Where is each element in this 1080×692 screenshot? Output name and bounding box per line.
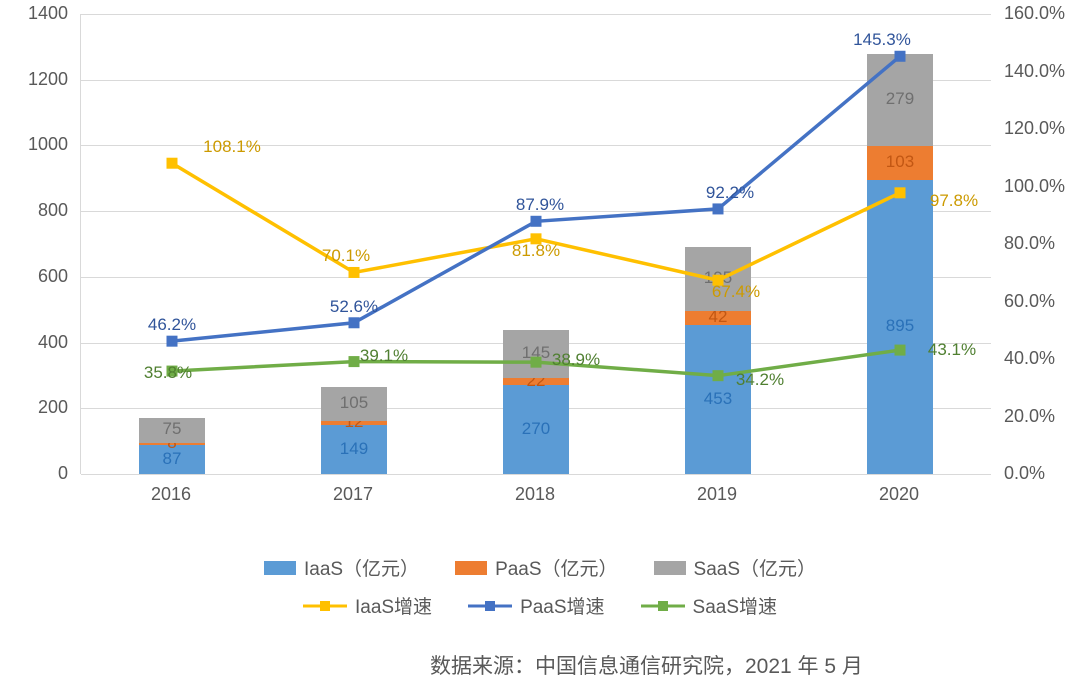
line-value-label: 43.1% xyxy=(928,340,976,360)
chart-container: 8787514912105270221454534219589510327910… xyxy=(0,0,1080,692)
marker-iaas_g xyxy=(895,187,906,198)
legend-line-swatch xyxy=(303,599,347,613)
legend-row-lines: IaaS增速 PaaS增速 SaaS增速 xyxy=(0,592,1080,619)
line-value-label: 97.8% xyxy=(930,191,978,211)
line-value-label: 38.9% xyxy=(552,350,600,370)
legend-swatch xyxy=(264,561,296,575)
y-left-tick: 400 xyxy=(38,332,68,353)
line-value-label: 46.2% xyxy=(148,315,196,335)
marker-iaas_g xyxy=(167,158,178,169)
gridline xyxy=(81,474,991,475)
marker-iaas_g xyxy=(349,267,360,278)
marker-paas_g xyxy=(713,203,724,214)
legend-label: IaaS增速 xyxy=(355,592,432,619)
legend-item-paas: PaaS（亿元） xyxy=(455,554,617,581)
y-left-tick: 200 xyxy=(38,397,68,418)
legend-item-paas_g: PaaS增速 xyxy=(468,592,604,619)
x-tick: 2017 xyxy=(333,484,373,505)
x-tick: 2016 xyxy=(151,484,191,505)
legend-item-iaas_g: IaaS增速 xyxy=(303,592,432,619)
line-value-label: 35.8% xyxy=(144,363,192,383)
data-source: 数据来源：中国信息通信研究院，2021 年 5 月 xyxy=(430,650,863,680)
x-tick: 2020 xyxy=(879,484,919,505)
legend-label: PaaS增速 xyxy=(520,592,604,619)
legend-label: SaaS（亿元） xyxy=(694,554,816,581)
marker-paas_g xyxy=(349,317,360,328)
legend-swatch xyxy=(455,561,487,575)
x-tick: 2019 xyxy=(697,484,737,505)
y-left-tick: 0 xyxy=(58,463,68,484)
y-right-tick: 140.0% xyxy=(1004,61,1065,82)
line-value-label: 87.9% xyxy=(516,195,564,215)
legend-line-swatch xyxy=(468,599,512,613)
legend-item-saas_g: SaaS增速 xyxy=(641,592,777,619)
y-right-tick: 20.0% xyxy=(1004,406,1055,427)
y-right-tick: 60.0% xyxy=(1004,291,1055,312)
legend-row-bars: IaaS（亿元） PaaS（亿元） SaaS（亿元） xyxy=(0,554,1080,581)
legend-item-saas: SaaS（亿元） xyxy=(654,554,816,581)
y-left-tick: 800 xyxy=(38,200,68,221)
marker-saas_g xyxy=(349,356,360,367)
y-left-tick: 1000 xyxy=(28,134,68,155)
line-value-label: 81.8% xyxy=(512,241,560,261)
y-right-tick: 100.0% xyxy=(1004,176,1065,197)
marker-saas_g xyxy=(713,370,724,381)
line-value-label: 92.2% xyxy=(706,183,754,203)
y-right-tick: 0.0% xyxy=(1004,463,1045,484)
y-right-tick: 120.0% xyxy=(1004,118,1065,139)
line-value-label: 108.1% xyxy=(203,137,261,157)
line-value-label: 67.4% xyxy=(712,282,760,302)
line-value-label: 52.6% xyxy=(330,297,378,317)
legend-label: IaaS（亿元） xyxy=(304,554,419,581)
plot-area: 8787514912105270221454534219589510327910… xyxy=(80,14,991,474)
y-left-tick: 600 xyxy=(38,266,68,287)
y-left-tick: 1400 xyxy=(28,3,68,24)
y-left-tick: 1200 xyxy=(28,69,68,90)
line-value-label: 39.1% xyxy=(360,346,408,366)
marker-saas_g xyxy=(531,357,542,368)
line-value-label: 34.2% xyxy=(736,370,784,390)
marker-paas_g xyxy=(895,51,906,62)
x-tick: 2018 xyxy=(515,484,555,505)
legend-item-iaas: IaaS（亿元） xyxy=(264,554,419,581)
marker-paas_g xyxy=(167,336,178,347)
marker-saas_g xyxy=(895,345,906,356)
line-value-label: 70.1% xyxy=(322,246,370,266)
legend-label: PaaS（亿元） xyxy=(495,554,617,581)
y-right-tick: 80.0% xyxy=(1004,233,1055,254)
marker-paas_g xyxy=(531,216,542,227)
y-right-tick: 160.0% xyxy=(1004,3,1065,24)
y-right-tick: 40.0% xyxy=(1004,348,1055,369)
legend-swatch xyxy=(654,561,686,575)
legend-line-swatch xyxy=(641,599,685,613)
line-value-label: 145.3% xyxy=(853,30,911,50)
legend-label: SaaS增速 xyxy=(693,592,777,619)
